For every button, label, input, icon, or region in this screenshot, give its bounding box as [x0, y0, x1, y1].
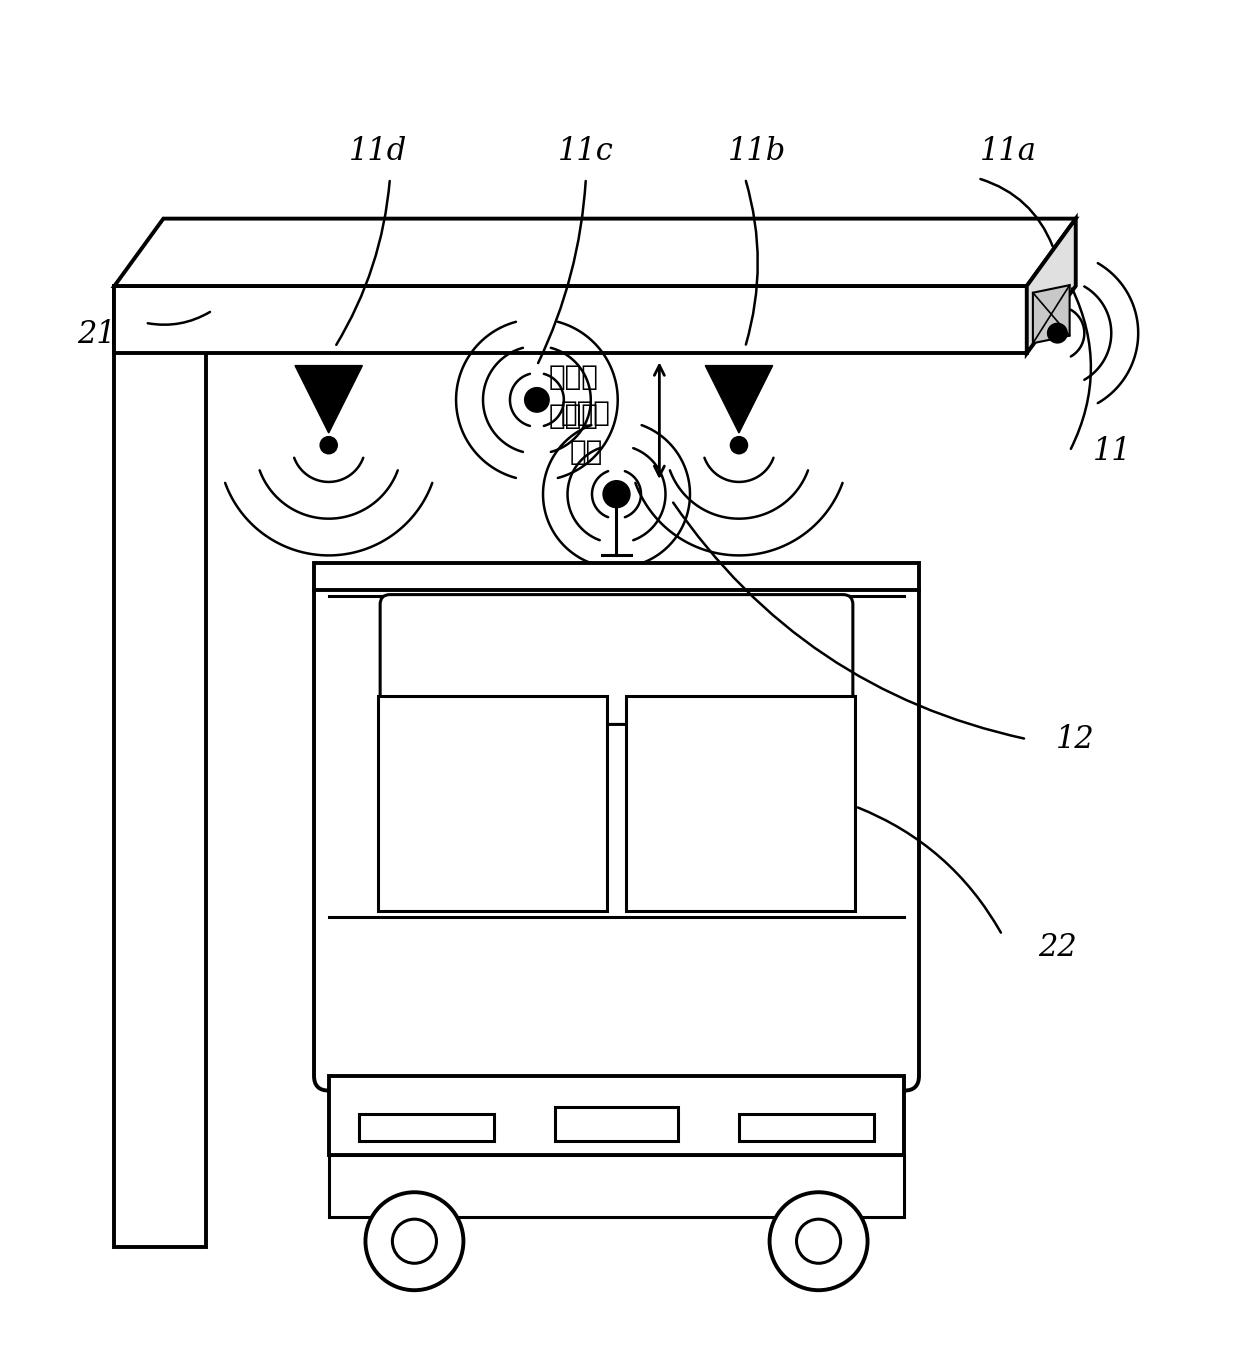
- Circle shape: [525, 387, 549, 412]
- Bar: [314, 562, 919, 590]
- Bar: [739, 1114, 874, 1141]
- Text: 22: 22: [1038, 932, 1076, 963]
- Bar: [115, 286, 206, 1248]
- Bar: [377, 696, 608, 911]
- Bar: [625, 696, 856, 911]
- Text: 21: 21: [76, 320, 116, 350]
- Text: 11: 11: [1094, 436, 1132, 466]
- Circle shape: [321, 436, 338, 454]
- Text: 充电导
轨位置: 充电导 轨位置: [549, 363, 598, 430]
- Circle shape: [730, 436, 747, 454]
- Bar: [329, 1075, 904, 1156]
- Polygon shape: [295, 365, 363, 432]
- Polygon shape: [705, 365, 773, 432]
- Bar: [555, 1107, 678, 1141]
- Polygon shape: [1033, 285, 1069, 343]
- Text: 12: 12: [1057, 724, 1095, 755]
- Circle shape: [797, 1219, 841, 1263]
- Circle shape: [392, 1219, 436, 1263]
- Text: 受电弓
位置: 受电弓 位置: [561, 399, 610, 466]
- Bar: [359, 1114, 494, 1141]
- Circle shape: [365, 1193, 464, 1290]
- Text: 11c: 11c: [559, 135, 614, 167]
- Text: 11a: 11a: [980, 135, 1037, 167]
- Polygon shape: [1027, 219, 1075, 353]
- Circle shape: [603, 480, 630, 508]
- FancyBboxPatch shape: [314, 577, 919, 1090]
- Bar: [115, 286, 1027, 353]
- Bar: [329, 1156, 904, 1216]
- FancyBboxPatch shape: [380, 595, 853, 725]
- Text: 11b: 11b: [729, 135, 787, 167]
- Circle shape: [769, 1193, 868, 1290]
- Text: 11d: 11d: [349, 135, 407, 167]
- Circle shape: [1048, 323, 1068, 343]
- Polygon shape: [115, 219, 1075, 286]
